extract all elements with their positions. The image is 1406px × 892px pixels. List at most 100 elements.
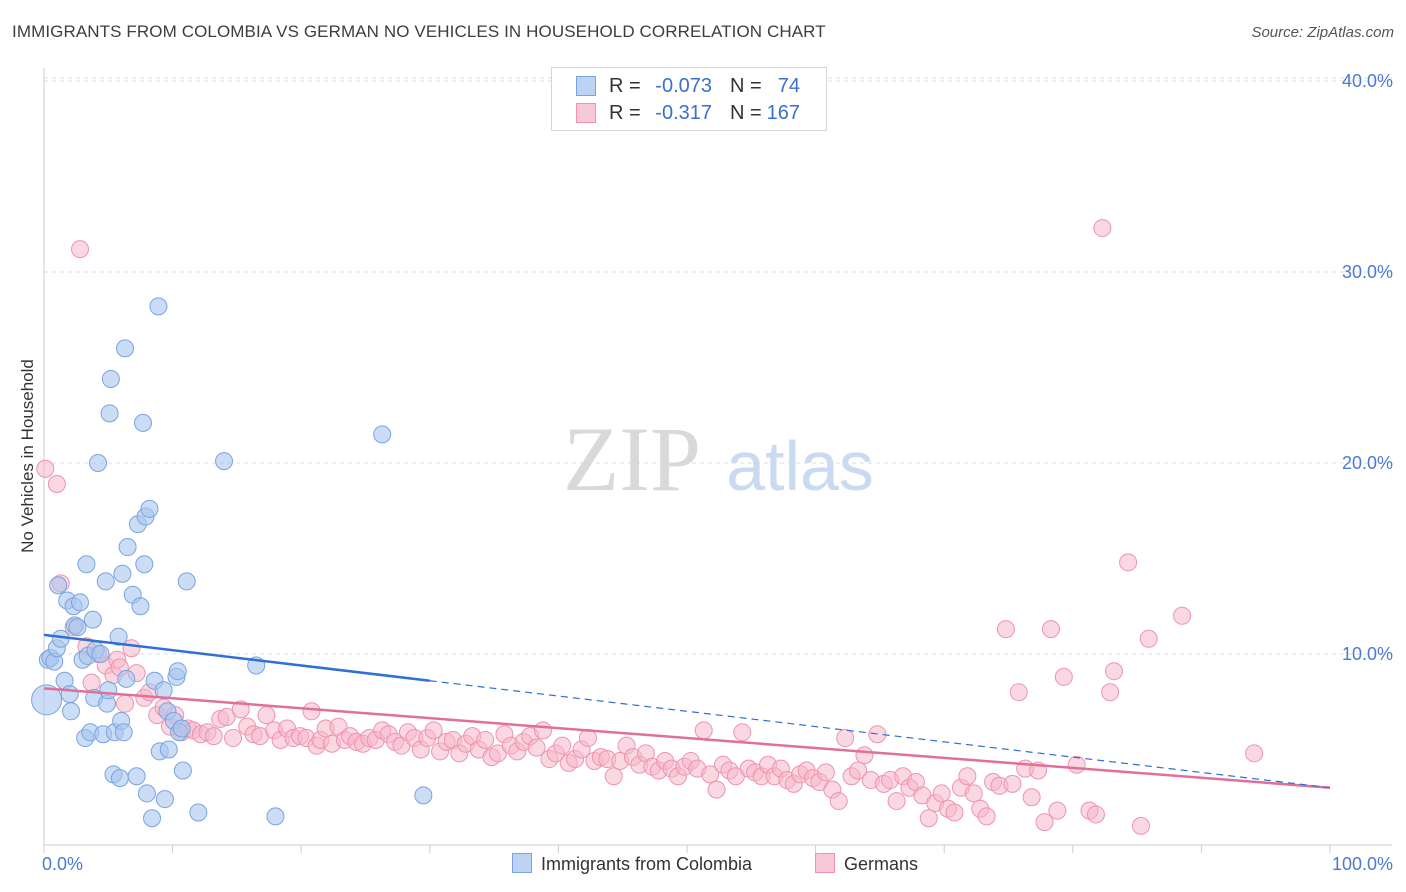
data-point-germans [204,727,223,746]
data-point-germans [996,620,1015,639]
data-point-colombia [49,576,68,595]
data-point-colombia [266,807,285,826]
legend-item-colombia[interactable]: Immigrants from Colombia [512,853,752,875]
data-point-colombia [100,404,119,423]
legend-label-colombia: Immigrants from Colombia [541,854,753,874]
data-point-germans [932,784,951,803]
data-point-germans [1119,553,1138,572]
data-point-germans [476,730,495,749]
legend-item-germans[interactable]: Germans [815,853,918,875]
y-tick-label: 10.0% [1342,644,1393,664]
chart-title: IMMIGRANTS FROM COLOMBIA VS GERMAN NO VE… [12,22,826,41]
data-point-germans [919,809,938,828]
data-point-colombia [215,452,234,471]
data-point-colombia [173,761,192,780]
stats-box: R = -0.073 N = 74 R = -0.317 N = 167 [551,67,827,131]
data-point-germans [855,746,874,765]
data-point-germans [533,721,552,740]
stats-r-label: R = [609,75,641,97]
tick-labels: 10.0% 20.0% 30.0% 40.0% 0.0% 100.0% [42,71,1393,874]
data-point-colombia [113,564,132,583]
x-tick-label: 100.0% [1332,854,1393,874]
data-point-germans [527,738,546,757]
data-point-colombia [77,555,96,574]
data-point-germans [836,729,855,748]
data-point-germans [217,708,236,727]
data-point-colombia [149,297,168,316]
data-point-colombia [83,610,102,629]
data-point-colombia [373,425,392,444]
data-point-colombia [118,538,137,557]
source-label: Source: ZipAtlas.com [1251,24,1394,41]
data-point-colombia [177,572,196,591]
data-point-germans [1093,219,1112,238]
data-point-germans [424,721,443,740]
data-point-colombia [68,618,87,637]
trend-lines [43,633,1331,789]
x-tick-label: 0.0% [42,854,83,874]
data-point-colombia [109,627,128,646]
data-point-colombia [114,723,133,742]
data-point-germans [224,729,243,748]
data-point-colombia [137,784,156,803]
data-point-germans [816,763,835,782]
data-point-germans [958,767,977,786]
stats-swatch-colombia [576,76,596,96]
data-point-germans [1104,662,1123,681]
data-point-colombia [127,767,146,786]
stats-n-colombia: 74 [777,75,800,97]
data-point-colombia [172,719,191,738]
stats-row-germans: R = -0.317 N = 167 [552,100,826,126]
data-point-germans [1054,667,1073,686]
data-point-colombia [189,803,208,822]
data-point-germans [116,694,135,713]
data-point-germans [1139,629,1158,648]
data-point-colombia [414,786,433,805]
stats-r-germans: -0.317 [655,102,712,124]
data-point-germans [82,673,101,692]
data-point-germans [1067,755,1086,774]
series-colombia [31,297,433,828]
data-point-germans [1041,620,1060,639]
data-point-colombia [110,769,129,788]
data-point-germans [1131,816,1150,835]
data-point-colombia [140,499,159,518]
axes [43,68,1392,853]
data-point-colombia [31,684,63,716]
data-point-colombia [159,740,178,759]
data-point-germans [945,803,964,822]
trend-line-colombia [43,633,430,682]
stats-swatch-germans [576,103,596,123]
y-tick-label: 30.0% [1342,262,1393,282]
data-point-colombia [96,572,115,591]
data-point-germans [1022,788,1041,807]
data-point-germans [1048,801,1067,820]
y-tick-label: 20.0% [1342,453,1393,473]
data-point-germans [302,702,321,721]
data-point-germans [1086,805,1105,824]
data-point-germans [887,792,906,811]
data-point-colombia [89,454,108,472]
data-point-germans [1003,774,1022,793]
data-point-germans [964,784,983,803]
data-point-colombia [91,645,110,663]
data-point-colombia [155,790,174,809]
legend-swatch-germans [815,853,835,873]
stats-n-label: N = [730,75,762,97]
data-point-colombia [117,669,136,688]
trend-line-germans [43,687,1331,789]
data-point-colombia [143,809,162,828]
data-point-colombia [62,702,81,721]
stats-r-colombia: -0.073 [655,75,712,97]
data-point-germans [701,765,720,784]
stats-n-germans: 167 [766,102,800,124]
data-point-germans [47,475,66,494]
data-point-colombia [71,593,90,612]
series-germans [36,219,1264,835]
gridlines [44,77,1392,655]
data-point-germans [36,459,55,478]
data-point-germans [977,807,996,826]
stats-row-colombia: R = -0.073 N = 74 [552,73,826,99]
data-point-germans [1173,606,1192,625]
data-point-germans [1009,683,1028,702]
